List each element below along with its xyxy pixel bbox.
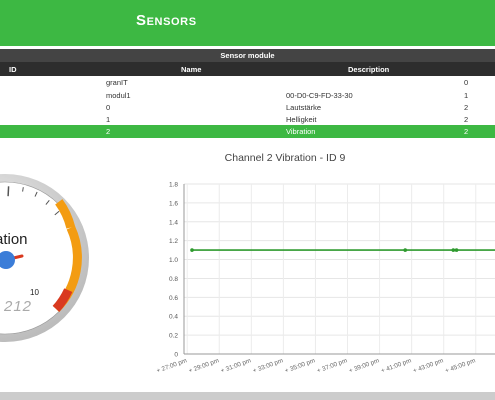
gauge-red-zone xyxy=(52,288,73,312)
y-tick-label: 1.2 xyxy=(169,238,178,245)
x-tick-label: + 31:00 pm xyxy=(220,357,252,374)
column-name: Name xyxy=(181,65,202,74)
x-tick-label: + 45:00 pm xyxy=(444,357,476,374)
footer-bar xyxy=(0,392,495,400)
data-point xyxy=(190,248,194,252)
row-value: 1 xyxy=(464,91,469,100)
row-value: 2 xyxy=(464,115,469,124)
x-tick-label: + 27:00 pm xyxy=(156,357,188,374)
table-row[interactable]: modul1 00-D0-C9-FD-33-30 1 xyxy=(0,89,495,102)
gauge-label: ration xyxy=(0,231,28,248)
row-name: 1 xyxy=(106,115,111,124)
x-tick-label: + 35:00 pm xyxy=(284,357,316,374)
column-id: ID xyxy=(9,65,17,74)
y-tick-label: 1.0 xyxy=(169,257,178,264)
row-value: 2 xyxy=(464,127,469,136)
gauge-digits: 212 xyxy=(3,298,32,315)
page-header: Sensors xyxy=(0,0,495,46)
y-tick-label: 0 xyxy=(174,352,178,359)
y-tick-label: 1.4 xyxy=(169,219,178,226)
column-description: Description xyxy=(348,65,390,74)
gauge-orange-band xyxy=(55,199,76,229)
table-row[interactable]: granIT 0 xyxy=(0,76,495,89)
gauge-ticks xyxy=(7,186,60,216)
page-title: Sensors xyxy=(136,12,197,29)
table-row-selected[interactable]: 2 Vibration 2 xyxy=(0,125,495,138)
x-tick-label: + 43:00 pm xyxy=(412,357,444,374)
gauge-max-label: 10 xyxy=(30,288,39,297)
x-tick-label: + 33:00 pm xyxy=(252,357,284,374)
y-tick-label: 0.4 xyxy=(169,314,178,321)
x-tick-label: + 41:00 pm xyxy=(380,357,412,374)
row-description: 00-D0-C9-FD-33-30 xyxy=(286,91,353,100)
row-name: granIT xyxy=(106,78,128,87)
y-tick-label: 1.6 xyxy=(169,200,178,207)
data-point xyxy=(403,248,408,252)
row-name: modul1 xyxy=(106,91,131,100)
table-row[interactable]: 1 Helligkeit 2 xyxy=(0,113,495,126)
table-row[interactable]: 0 Lautstärke 2 xyxy=(0,101,495,114)
table-header: ID Name Description xyxy=(0,62,495,76)
y-tick-label: 0.6 xyxy=(169,295,178,302)
data-point xyxy=(454,248,459,252)
data-point xyxy=(451,248,456,252)
row-value: 0 xyxy=(464,78,469,87)
vibration-gauge: ration 10 212 xyxy=(0,174,89,342)
row-description: Lautstärke xyxy=(286,103,322,112)
row-description: Vibration xyxy=(286,127,316,136)
row-name: 0 xyxy=(106,103,111,112)
y-tick-label: 1.8 xyxy=(169,182,178,189)
x-tick-label: + 29:00 pm xyxy=(188,357,220,374)
row-name: 2 xyxy=(106,127,111,136)
x-tick-label: + 39:00 pm xyxy=(348,357,380,374)
row-description: Helligkeit xyxy=(286,115,317,124)
line-chart: 00.20.40.60.81.01.21.41.61.8+ 27:00 pm + … xyxy=(156,182,495,375)
chart-title: Channel 2 Vibration - ID 9 xyxy=(224,152,346,164)
x-tick-label: + 37:00 pm xyxy=(316,357,348,374)
y-tick-label: 0.8 xyxy=(169,276,178,283)
gauge-hub xyxy=(0,251,15,269)
row-value: 2 xyxy=(464,103,469,112)
sensor-module-title: Sensor module xyxy=(0,49,495,62)
y-tick-label: 0.2 xyxy=(169,333,178,340)
